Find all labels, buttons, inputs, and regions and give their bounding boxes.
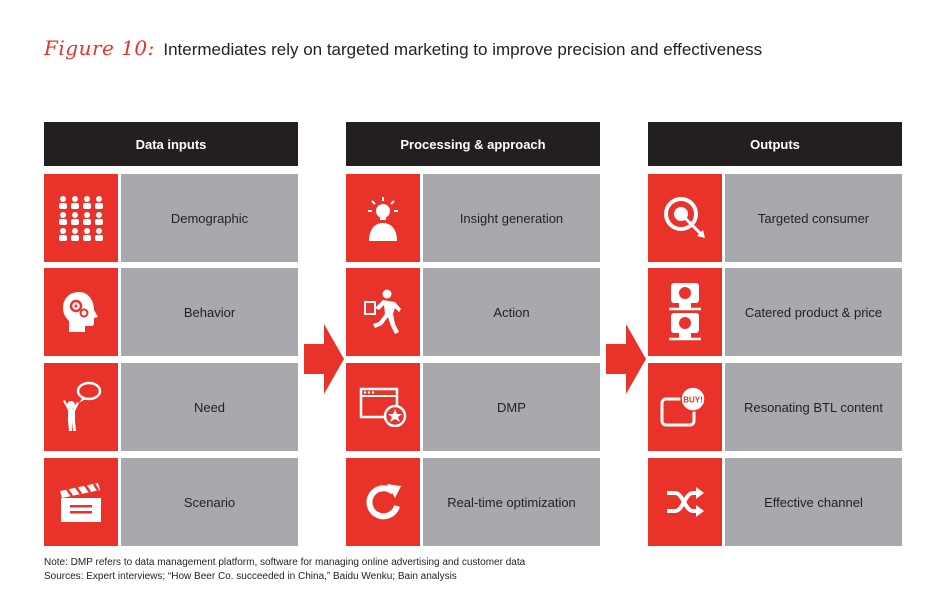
target-arrow-icon — [648, 174, 722, 262]
row-dmp: DMP — [346, 363, 600, 451]
row-behavior: Behavior — [44, 268, 298, 356]
row-resonating-btl-content: BUY! Resonating BTL content — [648, 363, 902, 451]
row-action: Action — [346, 268, 600, 356]
person-speech-bubble-icon — [44, 363, 118, 451]
row-label: Need — [121, 363, 298, 451]
refresh-arrow-icon — [346, 458, 420, 546]
row-label: Demographic — [121, 174, 298, 262]
column-header: Outputs — [648, 122, 902, 166]
figure-title-row: Figure 10: Intermediates rely on targete… — [44, 36, 762, 68]
sources-text: Sources: Expert interviews; “How Beer Co… — [44, 571, 457, 582]
flow-arrow-2 — [606, 324, 646, 394]
row-label: Behavior — [121, 268, 298, 356]
column-header: Processing & approach — [346, 122, 600, 166]
row-label: Insight generation — [423, 174, 600, 262]
figure-notes: Note: DMP refers to data management plat… — [44, 556, 525, 584]
figure-title: Intermediates rely on targeted marketing… — [163, 40, 763, 59]
browser-window-star-icon — [346, 363, 420, 451]
column-data-inputs: Data inputs Demogr — [44, 122, 298, 546]
figure-label: Figure 10: — [44, 36, 155, 60]
row-effective-channel: Effective channel — [648, 458, 902, 546]
row-insight-generation: Insight generation — [346, 174, 600, 262]
row-need: Need — [44, 363, 298, 451]
running-person-icon — [346, 268, 420, 356]
buy-badge-text: BUY! — [683, 396, 703, 405]
row-label: Scenario — [121, 458, 298, 546]
column-processing-approach: Processing & approach Insight generation… — [346, 122, 600, 546]
row-label: Resonating BTL content — [725, 363, 902, 451]
people-group-icon — [44, 174, 118, 262]
row-scenario: Scenario — [44, 458, 298, 546]
row-label: Effective channel — [725, 458, 902, 546]
note-text: Note: DMP refers to data management plat… — [44, 557, 526, 568]
row-label: Catered product & price — [725, 268, 902, 356]
clapperboard-icon — [44, 458, 118, 546]
row-catered-product-price: Catered product & price — [648, 268, 902, 356]
buy-badge-icon: BUY! — [648, 363, 722, 451]
row-label: DMP — [423, 363, 600, 451]
row-label: Action — [423, 268, 600, 356]
head-gears-icon — [44, 268, 118, 356]
column-header: Data inputs — [44, 122, 298, 166]
row-label: Real-time optimization — [423, 458, 600, 546]
row-label: Targeted consumer — [725, 174, 902, 262]
row-targeted-consumer: Targeted consumer — [648, 174, 902, 262]
row-demographic: Demographic — [44, 174, 298, 262]
price-tags-icon — [648, 268, 722, 356]
flow-arrow-1 — [304, 324, 344, 394]
row-real-time-optimization: Real-time optimization — [346, 458, 600, 546]
column-outputs: Outputs Targeted consumer — [648, 122, 902, 546]
person-lightbulb-icon — [346, 174, 420, 262]
shuffle-arrows-icon — [648, 458, 722, 546]
